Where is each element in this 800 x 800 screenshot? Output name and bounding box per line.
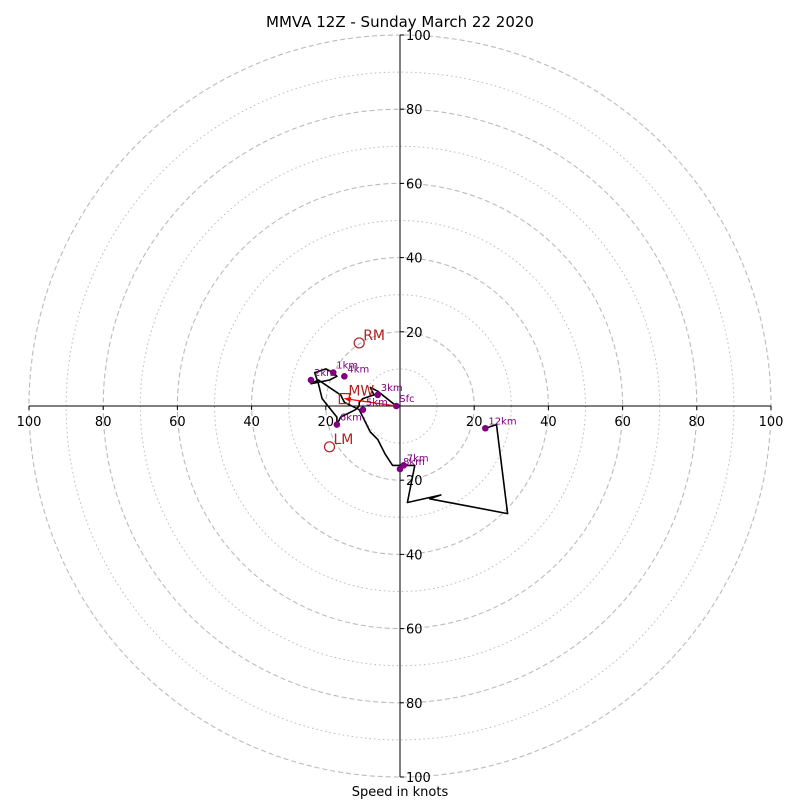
x-tick-label: 80 xyxy=(95,415,112,430)
height-marker-2km xyxy=(307,376,315,384)
height-marker-4km xyxy=(341,373,348,380)
storm-motion-markers: RM LM MW xyxy=(323,328,385,453)
wind-trace-line xyxy=(310,368,509,515)
axes xyxy=(29,35,771,777)
y-tick-label: 100 xyxy=(406,771,431,786)
storm-motion-marker-lm xyxy=(323,441,336,453)
x-tick-label: 100 xyxy=(759,415,784,430)
x-tick-label: 60 xyxy=(614,415,631,430)
y-tick-label: 60 xyxy=(406,623,423,638)
y-tick-label: 80 xyxy=(406,697,423,712)
storm-motion-marker-mw xyxy=(338,392,350,405)
height-label-2km: 2km xyxy=(314,368,336,379)
x-axis-label: Speed in knots xyxy=(352,785,449,800)
y-tick-label: 80 xyxy=(406,103,423,118)
y-tick-label: 40 xyxy=(406,252,423,267)
x-tick-label: 40 xyxy=(540,415,557,430)
height-marker-6km xyxy=(333,421,341,428)
height-marker-sfc xyxy=(392,402,400,410)
y-tick-label: 40 xyxy=(406,548,423,563)
height-label-3km: 3km xyxy=(381,383,403,394)
height-marker-1km xyxy=(329,369,337,376)
x-tick-label: 60 xyxy=(169,415,186,430)
height-label-6km: 6km xyxy=(340,413,362,424)
height-label-4km: 4km xyxy=(347,364,369,375)
height-label-7km: 7km xyxy=(407,453,429,464)
y-tick-label: 60 xyxy=(406,177,423,192)
x-tick-label: 80 xyxy=(689,415,706,430)
storm-motion-marker-rm xyxy=(353,337,365,349)
height-label-sfc: Sfc xyxy=(399,394,414,405)
x-tick-label: 20 xyxy=(318,415,335,430)
height-marker-3km xyxy=(374,391,382,399)
height-label-8km: 8km xyxy=(403,457,425,468)
shear-vector xyxy=(344,397,397,407)
height-marker-5km xyxy=(359,406,367,414)
storm-motion-label-lm: LM xyxy=(334,432,354,448)
x-tick-label: 40 xyxy=(243,415,260,430)
wind-trace xyxy=(310,368,509,515)
height-marker-12km xyxy=(482,424,489,432)
height-marker-8km xyxy=(396,465,404,473)
y-tick-label: 20 xyxy=(406,326,423,341)
x-tick-label: 20 xyxy=(466,415,483,430)
y-tick-label: 20 xyxy=(406,474,423,489)
x-tick-label: 100 xyxy=(17,415,42,430)
y-tick-label: 100 xyxy=(406,29,431,44)
storm-motion-label-mw: MW xyxy=(348,384,374,400)
height-label-12km: 12km xyxy=(488,416,516,427)
tick-labels: 100 80 60 40 20 20 40 60 80 100 20 40 60 80 100 20 40 60 8… xyxy=(17,29,784,786)
height-label-1km: 1km xyxy=(336,361,358,372)
storm-motion-label-rm: RM xyxy=(363,328,385,344)
chart-title: MMVA 12Z - Sunday March 22 2020 xyxy=(266,13,534,31)
height-label-5km: 5km xyxy=(366,398,388,409)
